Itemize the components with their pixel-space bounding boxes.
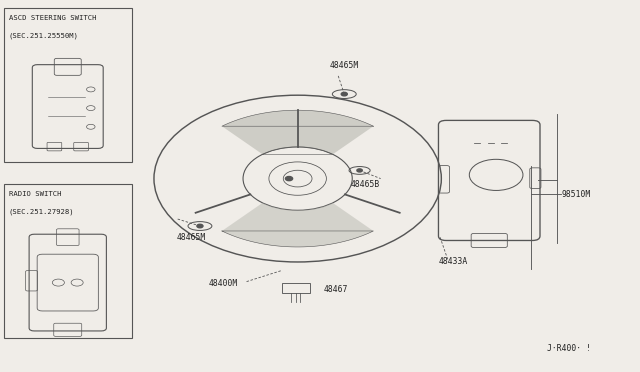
Polygon shape (222, 110, 373, 154)
Text: 48467: 48467 (323, 285, 348, 294)
Circle shape (285, 176, 292, 181)
Text: RADIO SWITCH: RADIO SWITCH (9, 191, 61, 197)
Bar (4, 184, 132, 338)
Text: 48465M: 48465M (176, 232, 205, 242)
Text: (SEC.251.25550M): (SEC.251.25550M) (9, 32, 79, 39)
Text: ASCD STEERING SWITCH: ASCD STEERING SWITCH (9, 15, 97, 21)
Circle shape (357, 169, 362, 172)
Bar (4, 8, 132, 162)
Polygon shape (222, 203, 373, 247)
Text: (SEC.251.27928): (SEC.251.27928) (9, 208, 75, 215)
Text: 48433A: 48433A (438, 257, 467, 266)
Text: 98510M: 98510M (561, 190, 591, 199)
Text: 48400M: 48400M (208, 279, 237, 288)
Circle shape (197, 224, 203, 228)
Bar (282, 283, 310, 293)
Text: 48465M: 48465M (330, 61, 359, 70)
Text: J·R400· !: J·R400· ! (547, 344, 591, 353)
Text: 48465B: 48465B (351, 180, 380, 189)
Circle shape (341, 92, 348, 96)
